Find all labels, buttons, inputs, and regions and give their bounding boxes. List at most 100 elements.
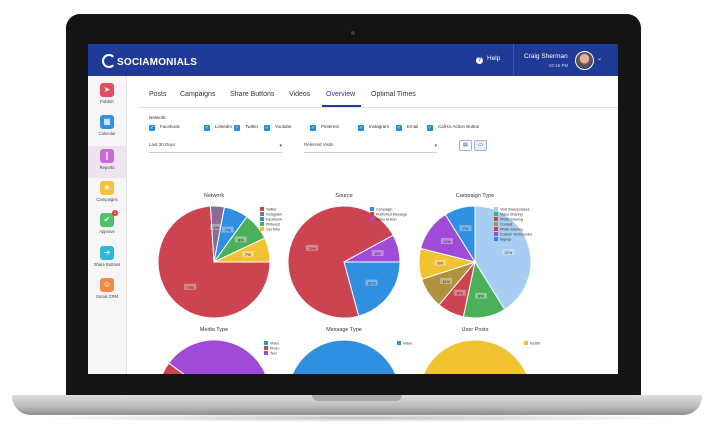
top-navbar: SOCIAMONIALS ? Help Craig Sherman 02:16 P… xyxy=(88,44,618,76)
data-label-bg xyxy=(453,289,466,296)
logo-icon xyxy=(102,54,116,68)
sidebar: ➤ Publish ▦ Calendar ❙ Reports ★ Campaigns ✔ 2 App… xyxy=(88,76,127,374)
legend-item[interactable]: Facebook xyxy=(260,217,282,222)
checkbox-email[interactable]: ✓ Email xyxy=(396,124,418,132)
tab-campaigns[interactable]: Campaigns xyxy=(180,91,216,98)
legend-item[interactable]: Viral Sweepstakes xyxy=(494,207,532,212)
checkbox-facebook[interactable]: ✓ Facebook xyxy=(149,124,180,132)
tab-posts[interactable]: Posts xyxy=(149,91,167,98)
data-label: 37% xyxy=(504,250,512,255)
sidebar-item-share-buttons[interactable]: ➔ Share Buttons xyxy=(88,243,126,275)
legend-item[interactable]: Video Button xyxy=(370,217,407,222)
pie-slice-photo[interactable] xyxy=(158,362,214,374)
brand-logo[interactable]: SOCIAMONIALS xyxy=(102,54,197,68)
legend-label: Video xyxy=(270,341,280,346)
tab-divider xyxy=(138,107,618,108)
legend-swatch xyxy=(370,207,374,211)
legend-label: test99 xyxy=(530,341,540,346)
legend-item[interactable]: Photo Sharing xyxy=(494,217,532,222)
tab-overview[interactable]: Overview xyxy=(326,91,356,98)
laptop-shadow xyxy=(30,414,685,422)
legend-label: Video Button xyxy=(376,217,397,222)
checkbox-instagram[interactable]: ✓ Instagram xyxy=(358,124,389,132)
chart-title-network: Network xyxy=(203,193,225,199)
pie-slice-text[interactable] xyxy=(167,339,270,374)
legend-item[interactable]: Signup xyxy=(494,237,532,242)
legend-swatch xyxy=(260,227,264,231)
pie-chart-user-posts xyxy=(419,339,531,374)
checkbox-youtube[interactable]: ✓ Youtube xyxy=(264,124,291,132)
legend-swatch xyxy=(264,346,268,350)
legend-label: Instagram xyxy=(266,212,282,217)
sidebar-item-calendar[interactable]: ▦ Calendar xyxy=(88,112,126,144)
checkbox-call-to-action-button[interactable]: ✓ Call-to-Action Button xyxy=(427,124,479,132)
sidebar-item-social-crm[interactable]: ☺ Social CRM xyxy=(88,275,126,307)
legend-item[interactable]: Video xyxy=(264,341,279,346)
legend-swatch xyxy=(260,212,264,216)
pie-slice-published-message[interactable] xyxy=(287,205,394,319)
legend-label: Twitter xyxy=(266,207,277,212)
check-icon: ✓ xyxy=(264,125,270,131)
legend-label: Photo Sharing xyxy=(500,217,523,222)
legend-item[interactable]: Pinterest xyxy=(260,222,282,227)
data-label-bg xyxy=(434,259,447,266)
legend-label: Viral Sweepstakes xyxy=(500,207,530,212)
pie-slice-signup[interactable] xyxy=(444,205,476,264)
avatar[interactable] xyxy=(575,51,594,70)
sidebar-item-publish[interactable]: ➤ Publish xyxy=(88,80,126,112)
sidebar-item-campaigns[interactable]: ★ Campaigns xyxy=(88,178,126,210)
checkbox-label: Twitter xyxy=(245,124,259,129)
date-range-select[interactable]: Last 30 Days ▾ xyxy=(149,142,282,153)
checkbox-label: Call-to-Action Button xyxy=(438,124,480,129)
legend-swatch xyxy=(260,207,264,211)
laptop-notch xyxy=(312,395,402,401)
check-icon: ✓ xyxy=(427,125,433,131)
data-label-bg xyxy=(440,277,453,284)
legend-item[interactable]: test99 xyxy=(524,341,540,346)
legend-item[interactable]: YouTube xyxy=(260,227,282,232)
user-name[interactable]: Craig Sherman xyxy=(524,53,568,60)
legend-item[interactable]: Contest xyxy=(494,222,532,227)
legend-swatch xyxy=(370,212,374,216)
tab-share-buttons[interactable]: Share Buttons xyxy=(230,91,275,98)
data-label-bg xyxy=(234,236,247,243)
check-icon: ✓ xyxy=(204,125,210,131)
sidebar-item-approve[interactable]: ✔ 2 Approve xyxy=(88,210,126,242)
chevron-down-icon[interactable]: ⌄ xyxy=(597,56,603,62)
legend-item[interactable]: Custom Testimonies xyxy=(494,232,532,237)
pie-slice-test99[interactable] xyxy=(419,339,531,374)
legend-item[interactable]: Photo Sharing xyxy=(494,227,532,232)
metric-select[interactable]: Referred Visits ▾ xyxy=(304,142,437,153)
pie-slice-video[interactable] xyxy=(288,339,400,374)
legend-item[interactable]: Video xyxy=(397,341,412,346)
legend-label: YouTube xyxy=(266,227,281,232)
help-link[interactable]: ? Help xyxy=(476,55,500,64)
checkbox-pinterest[interactable]: ✓ Pinterest xyxy=(310,124,339,132)
pie-slice-youtube[interactable] xyxy=(213,237,271,263)
legend-item[interactable]: Photo xyxy=(264,346,279,351)
pie-slice-campaign[interactable] xyxy=(343,261,401,317)
tab-optimal-times[interactable]: Optimal Times xyxy=(371,91,416,98)
laptop-base xyxy=(12,395,702,415)
legend-item[interactable]: Text xyxy=(264,351,279,356)
checkbox-twitter[interactable]: ✓ Twitter xyxy=(234,124,258,132)
sidebar-item-reports[interactable]: ❙ Reports xyxy=(88,146,126,178)
legend-item[interactable]: Video Sharing xyxy=(494,212,532,217)
data-label: 72% xyxy=(308,246,316,251)
pie-slice-video-button[interactable] xyxy=(343,234,401,263)
tab-videos[interactable]: Videos xyxy=(289,91,311,98)
legend-item[interactable]: Instagram xyxy=(260,212,282,217)
export-csv-button[interactable]: ▤ xyxy=(459,140,472,151)
legend-swatch xyxy=(260,222,264,226)
checkbox-label: Instagram xyxy=(369,124,390,129)
legend-item[interactable]: Published Message xyxy=(370,212,407,217)
legend-item[interactable]: Twitter xyxy=(260,207,282,212)
webcam xyxy=(351,31,355,35)
checkbox-linkedin[interactable]: ✓ LinkedIn xyxy=(204,124,232,132)
chart-legend-message-type: Video xyxy=(397,341,412,346)
notification-badge: 2 xyxy=(112,210,118,216)
legend-item[interactable]: Campaign xyxy=(370,207,407,212)
data-label-bg xyxy=(241,250,254,257)
data-label-bg xyxy=(306,244,319,251)
export-pdf-button[interactable]: ▭ xyxy=(474,140,487,151)
